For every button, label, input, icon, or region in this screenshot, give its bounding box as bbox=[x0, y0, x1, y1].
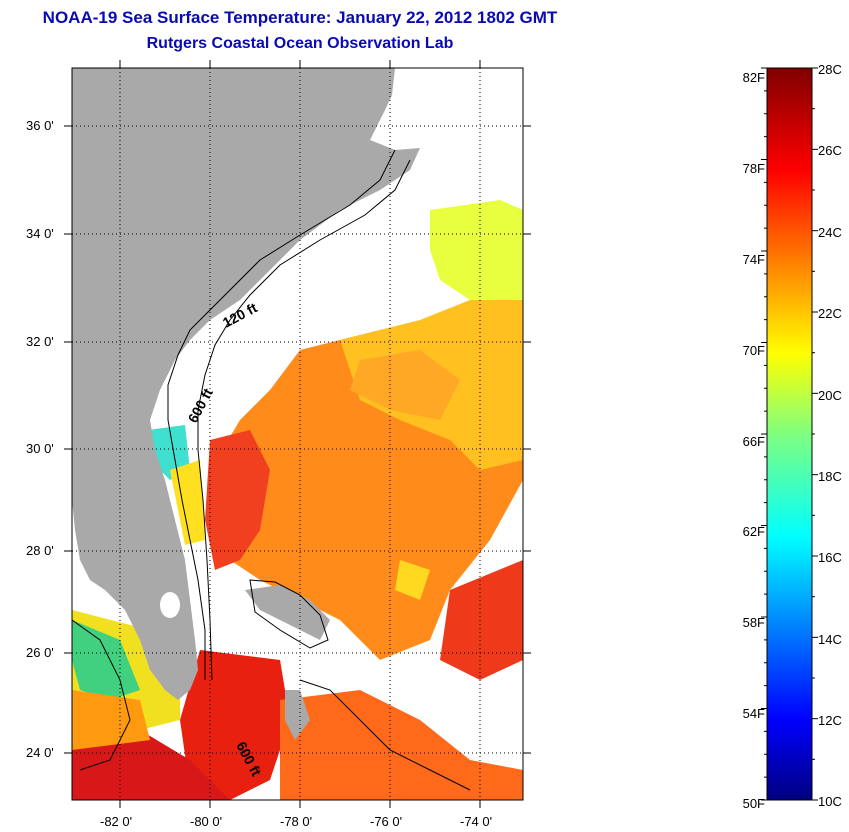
colorbar-f-label: 58F bbox=[742, 615, 765, 630]
colorbar-f-label: 54F bbox=[742, 706, 765, 721]
andros-island bbox=[285, 690, 310, 740]
map-title: NOAA-19 Sea Surface Temperature: January… bbox=[42, 8, 558, 27]
lon-label: -82 0' bbox=[100, 814, 133, 829]
colorbar-c-label: 22C bbox=[818, 306, 842, 321]
lake-okeechobee bbox=[160, 592, 180, 618]
colorbar-f-label: 82F bbox=[742, 70, 765, 85]
colorbar-c-label: 10C bbox=[818, 794, 842, 809]
colorbar-f-label: 62F bbox=[742, 524, 765, 539]
colorbar bbox=[766, 67, 813, 801]
colorbar-c-label: 28C bbox=[818, 62, 842, 77]
colorbar-ticks bbox=[761, 67, 818, 801]
lat-label: 28 0' bbox=[26, 543, 54, 558]
colorbar-f-label: 66F bbox=[742, 434, 765, 449]
lat-label: 32 0' bbox=[26, 334, 54, 349]
colorbar-c-label: 24C bbox=[818, 225, 842, 240]
colorbar-c-label: 14C bbox=[818, 632, 842, 647]
axis-ticks bbox=[64, 60, 531, 808]
colorbar-c-label: 16C bbox=[818, 550, 842, 565]
bahamas-bank bbox=[245, 585, 330, 640]
lat-label: 26 0' bbox=[26, 645, 54, 660]
lon-label: -78 0' bbox=[280, 814, 313, 829]
colorbar-c-label: 26C bbox=[818, 143, 842, 158]
map-frame bbox=[71, 67, 524, 801]
colorbar-c-label: 18C bbox=[818, 469, 842, 484]
colorbar-f-label: 50F bbox=[742, 796, 765, 811]
bathymetry-contours bbox=[72, 149, 471, 791]
lon-label: -76 0' bbox=[370, 814, 403, 829]
colorbar-f-label: 78F bbox=[742, 161, 765, 176]
lon-label: -74 0' bbox=[460, 814, 493, 829]
map-area bbox=[72, 68, 523, 800]
lat-label: 24 0' bbox=[26, 745, 54, 760]
map-subtitle: Rutgers Coastal Ocean Observation Lab bbox=[146, 35, 454, 52]
lat-label: 36 0' bbox=[26, 118, 54, 133]
lon-label: -80 0' bbox=[190, 814, 223, 829]
land-mass bbox=[72, 68, 420, 700]
colorbar-f-label: 74F bbox=[742, 252, 765, 267]
sst-field bbox=[72, 200, 523, 800]
lat-label: 30 0' bbox=[26, 441, 54, 456]
colorbar-f-label: 70F bbox=[742, 343, 765, 358]
colorbar-c-label: 20C bbox=[818, 388, 842, 403]
colorbar-c-label: 12C bbox=[818, 713, 842, 728]
lat-label: 34 0' bbox=[26, 226, 54, 241]
